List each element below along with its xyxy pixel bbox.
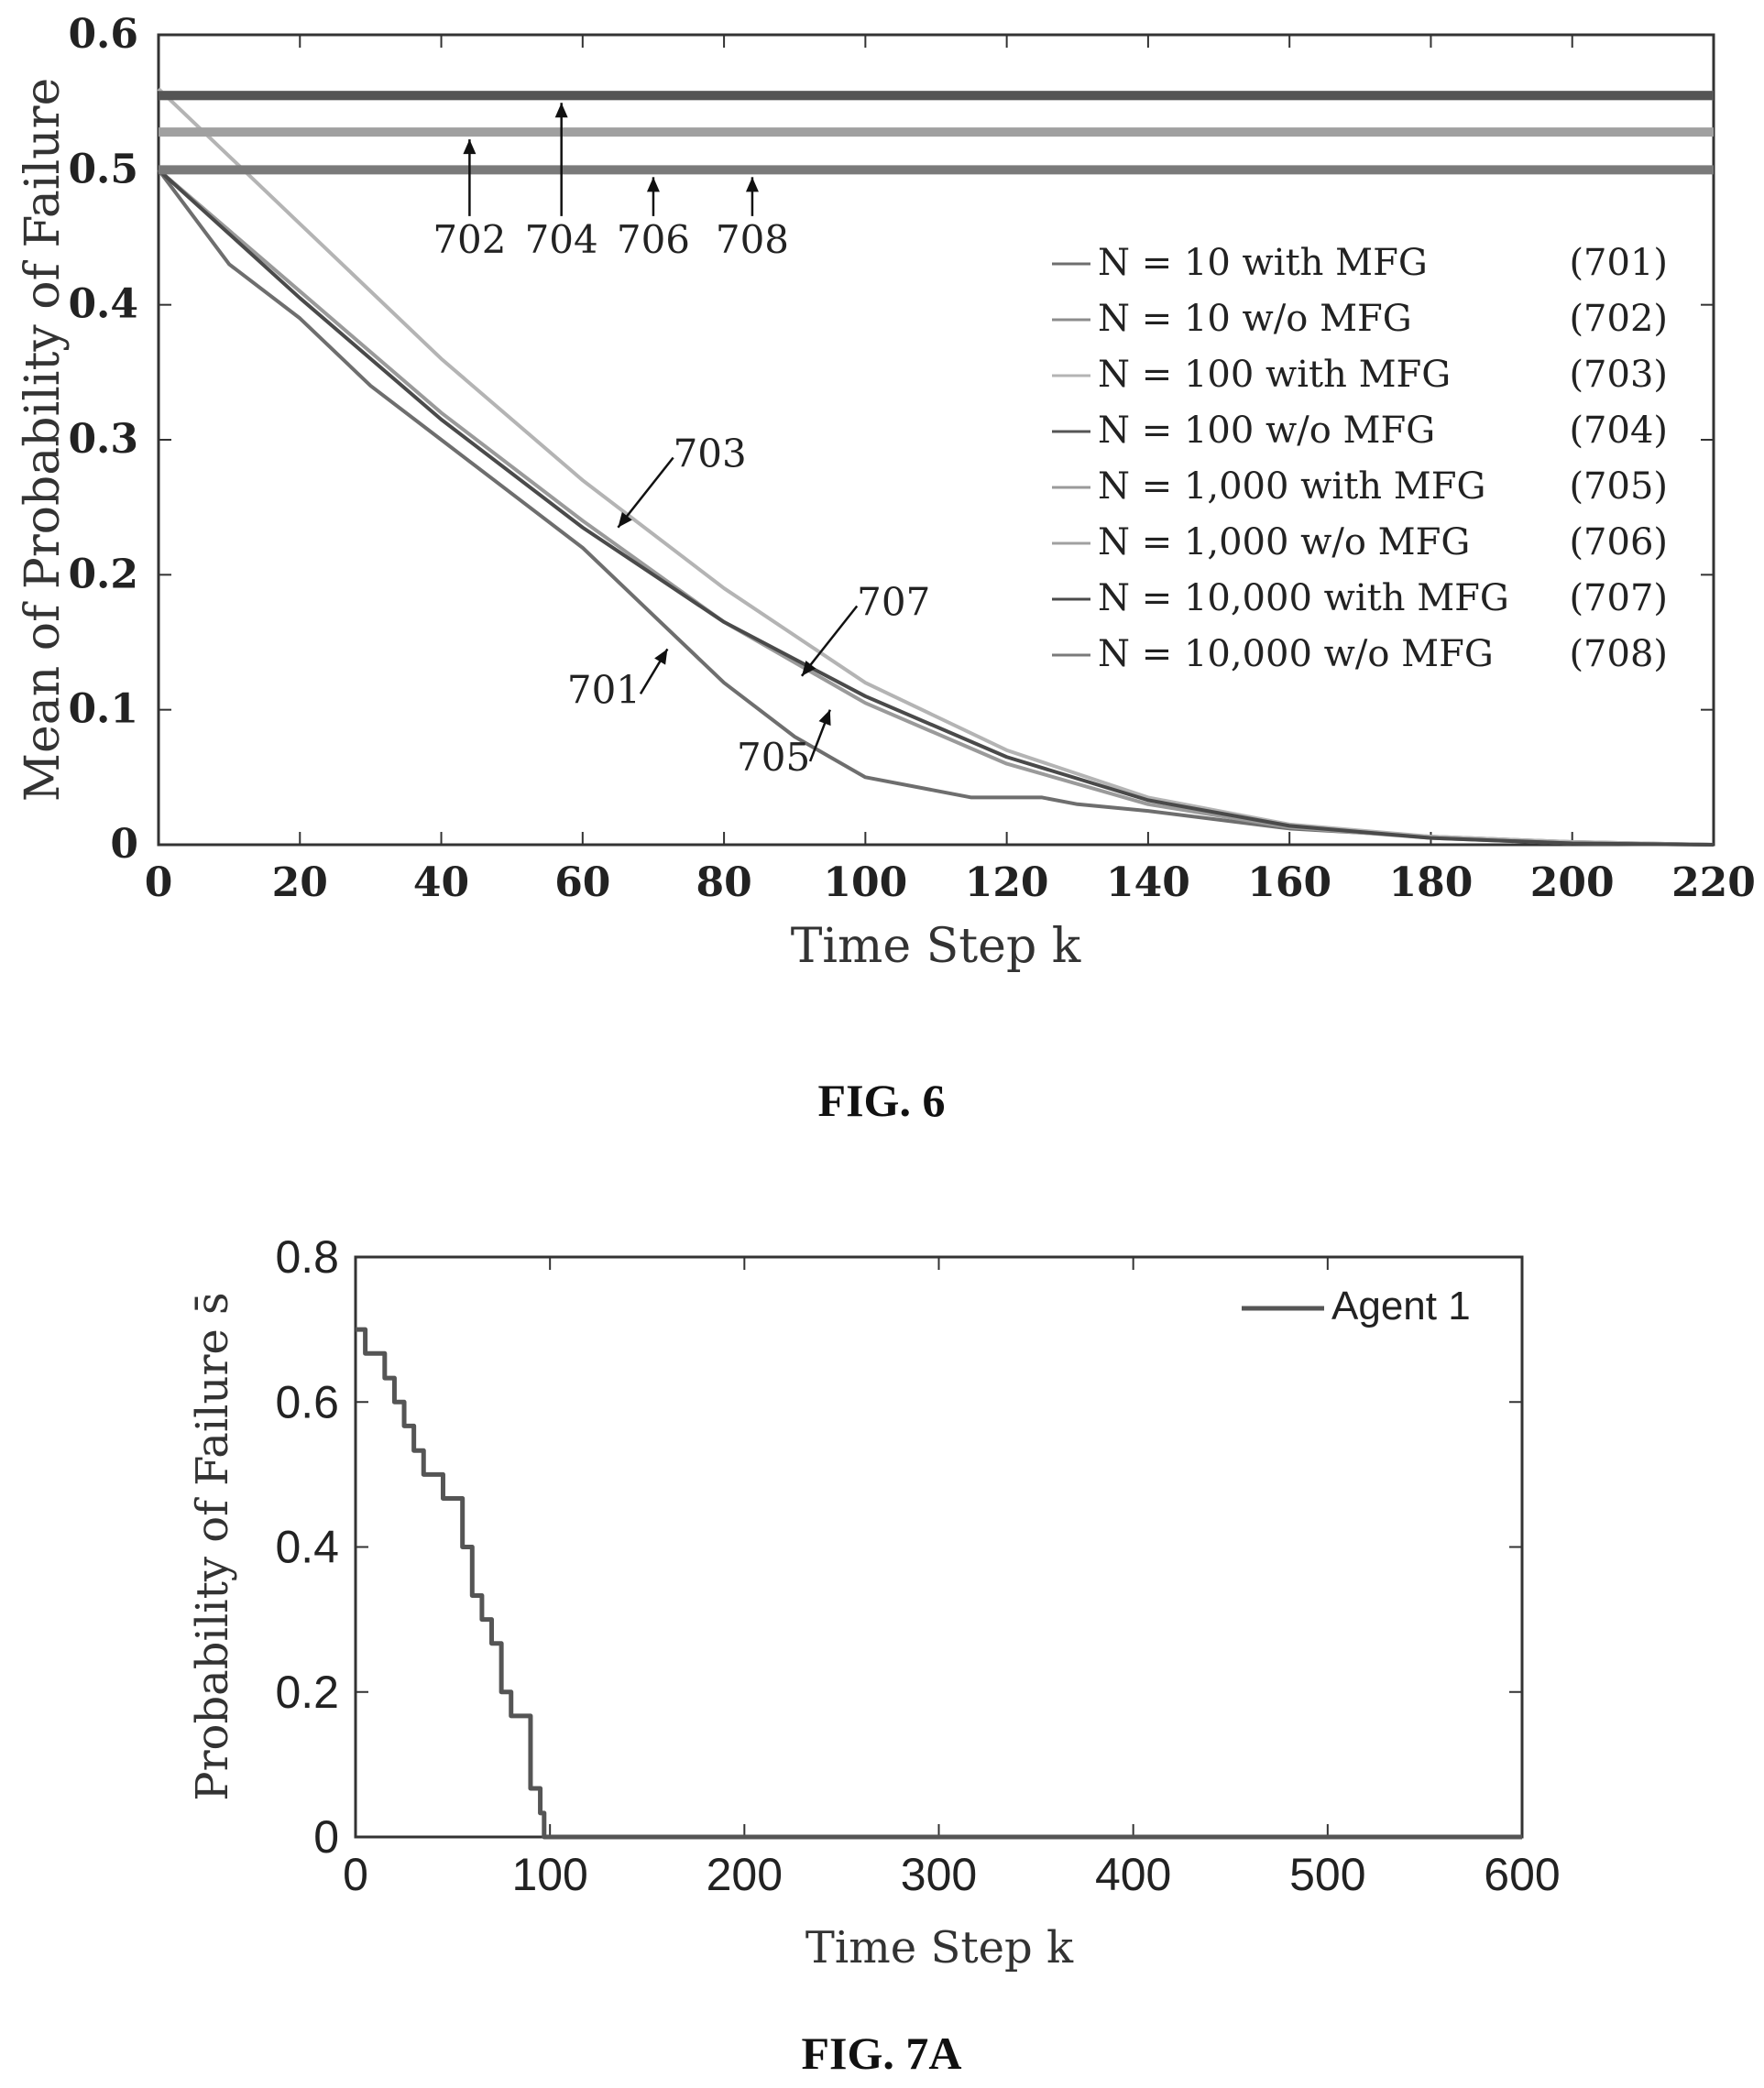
annotation-arrowhead	[654, 649, 668, 665]
chart2-series-lines	[356, 1327, 1522, 1840]
x-tick-label: 0	[145, 859, 173, 906]
series-line-707	[157, 168, 1715, 847]
legend-ref-number: (707)	[1569, 577, 1668, 619]
x-tick-label: 100	[511, 1849, 587, 1900]
legend-ref-number: (701)	[1569, 242, 1668, 284]
legend-ref-number: (702)	[1569, 298, 1668, 340]
chart2-x-axis-label: Time Step k	[805, 1922, 1074, 1973]
chart2-y-tick-labels: 0 0.2 0.4 0.6 0.8	[275, 1231, 339, 1863]
x-tick-label: 200	[1530, 859, 1615, 906]
annotation-arrowhead	[801, 660, 816, 676]
y-tick-label: 0.6	[275, 1376, 339, 1427]
annotation-label: 706	[617, 217, 690, 262]
legend-label: N = 100 w/o MFG	[1098, 410, 1435, 452]
annotation-arrow	[800, 605, 859, 677]
chart-fig7a: 0 100 200 300 400 500 600 0 0.2 0.4 0.6 0.8 Agent …	[187, 1231, 1561, 2079]
annotation-label: 701	[567, 667, 641, 712]
chart1-y-tick-labels: 0 0.1 0.2 0.3 0.4 0.5 0.6	[68, 11, 138, 868]
x-tick-label: 600	[1484, 1849, 1560, 1900]
annotation-label: 708	[716, 217, 789, 262]
annotation-label: 707	[857, 580, 930, 625]
x-tick-label: 40	[413, 859, 469, 906]
legend-ref-number: (704)	[1569, 410, 1668, 452]
chart2-legend: Agent 1	[1242, 1284, 1471, 1328]
legend-ref-number: (708)	[1569, 633, 1668, 675]
legend-label: N = 100 with MFG	[1098, 354, 1451, 396]
annotation-label: 704	[525, 217, 598, 262]
legend-label: Agent 1	[1331, 1284, 1471, 1328]
y-tick-label: 0.1	[68, 686, 138, 733]
chart2-y-axis-label: Probability of Failure s̄	[187, 1292, 238, 1800]
legend-label: N = 10,000 with MFG	[1098, 577, 1509, 619]
annotation-label: 703	[674, 431, 747, 476]
x-tick-label: 160	[1247, 859, 1331, 906]
annotation-arrowhead	[646, 177, 660, 192]
series-line-agent-1	[356, 1327, 1522, 1840]
annotation-arrowhead	[554, 103, 568, 118]
series-line-701	[157, 169, 1715, 847]
chart2-x-tick-labels: 0 100 200 300 400 500 600	[343, 1849, 1561, 1900]
x-tick-label: 180	[1389, 859, 1474, 906]
chart1-ticks	[158, 34, 1715, 846]
x-tick-label: 220	[1671, 859, 1756, 906]
chart1-legend: N = 10 with MFG (701) N = 10 w/o MFG (702) N…	[1052, 242, 1668, 675]
y-tick-label: 0	[313, 1811, 339, 1863]
y-tick-label: 0.2	[275, 1667, 339, 1718]
y-tick-label: 0.6	[68, 11, 138, 58]
legend-label: N = 10 with MFG	[1098, 242, 1428, 284]
legend-label: N = 1,000 with MFG	[1098, 465, 1485, 508]
x-tick-label: 120	[965, 859, 1049, 906]
annotation-label: 705	[737, 735, 810, 780]
y-tick-label: 0.4	[275, 1522, 339, 1573]
annotation-arrowhead	[818, 709, 831, 727]
fig7a-caption: FIG. 7A	[802, 2028, 962, 2079]
annotation-arrowhead	[745, 177, 759, 192]
annotation-arrowhead	[618, 511, 632, 528]
x-tick-label: 300	[901, 1849, 977, 1900]
x-tick-label: 100	[823, 859, 907, 906]
y-tick-label: 0	[110, 821, 138, 868]
y-tick-label: 0.2	[68, 551, 138, 597]
y-tick-label: 0.3	[68, 416, 138, 463]
x-tick-label: 0	[343, 1849, 368, 1900]
legend-ref-number: (703)	[1569, 354, 1668, 396]
legend-label: N = 1,000 w/o MFG	[1098, 521, 1470, 563]
y-tick-label: 0.8	[275, 1231, 339, 1283]
legend-ref-number: (706)	[1569, 521, 1668, 563]
chart1-x-axis-label: Time Step k	[791, 919, 1081, 974]
x-tick-label: 140	[1106, 859, 1190, 906]
chart-fig6: 0 20 40 60 80 100 120 140 160 180 200 220 0 0.1 0.2 0.…	[16, 11, 1756, 1126]
legend-label: N = 10 w/o MFG	[1098, 298, 1412, 340]
x-tick-label: 60	[554, 859, 610, 906]
x-tick-label: 200	[707, 1849, 783, 1900]
annotation-arrowhead	[463, 139, 477, 155]
chart2-ticks	[355, 1256, 1523, 1838]
x-tick-label: 400	[1095, 1849, 1171, 1900]
x-tick-label: 500	[1289, 1849, 1365, 1900]
x-tick-label: 80	[696, 859, 751, 906]
chart1-plot-frame	[157, 33, 1715, 847]
chart1-x-tick-labels: 0 20 40 60 80 100 120 140 160 180 200 220	[145, 859, 1756, 906]
y-tick-label: 0.4	[68, 281, 138, 328]
annotation-arrow	[617, 456, 674, 529]
fig6-caption: FIG. 6	[818, 1075, 946, 1126]
chart1-series-lines	[157, 87, 1715, 847]
annotation-label: 702	[433, 217, 506, 262]
y-tick-label: 0.5	[68, 146, 138, 192]
legend-ref-number: (705)	[1569, 465, 1668, 508]
legend-label: N = 10,000 w/o MFG	[1098, 633, 1494, 675]
chart1-y-axis-label: Mean of Probability of Failure	[16, 78, 71, 803]
x-tick-label: 20	[272, 859, 328, 906]
chart1-annotations: 702 704 706 708 703 707 701 705	[433, 103, 930, 780]
